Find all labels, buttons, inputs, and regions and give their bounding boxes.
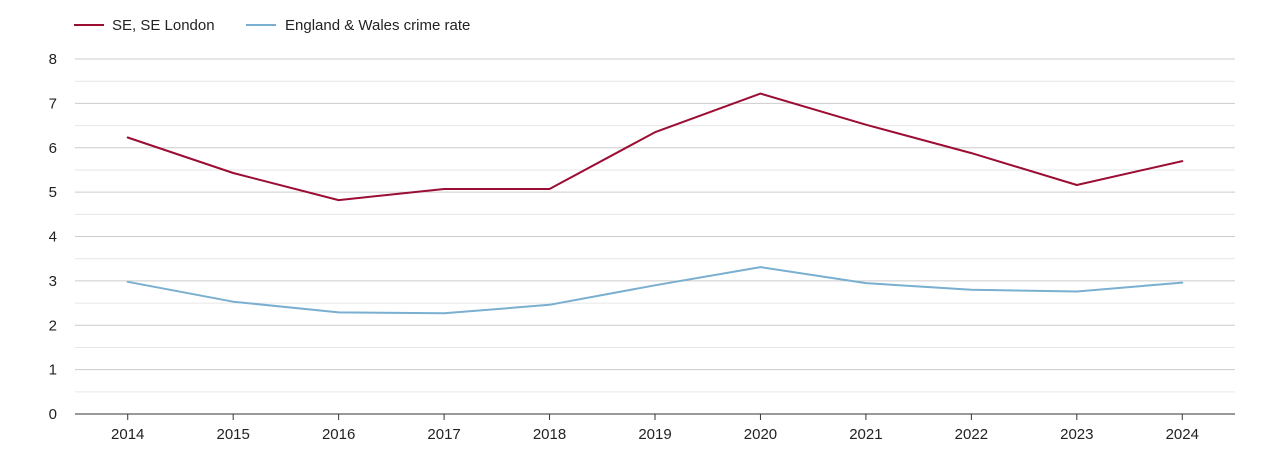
y-tick-label: 8 xyxy=(49,51,57,68)
x-tick-label: 2019 xyxy=(638,426,671,443)
series-line-se-london xyxy=(126,92,1184,202)
y-tick-label: 7 xyxy=(49,95,57,112)
gridlines xyxy=(75,58,1235,393)
x-tick-label: 2015 xyxy=(216,426,249,443)
series-layer xyxy=(126,92,1184,315)
y-tick-label: 0 xyxy=(49,406,57,423)
series-line-england-wales xyxy=(126,266,1184,315)
y-tick-label: 4 xyxy=(49,229,57,246)
x-tick-label: 2017 xyxy=(427,426,460,443)
x-tick-label: 2023 xyxy=(1060,426,1093,443)
legend: SE, SE London England & Wales crime rate xyxy=(74,17,470,34)
x-tick-label: 2022 xyxy=(955,426,988,443)
x-tick-label: 2014 xyxy=(111,426,144,443)
x-tick-label: 2021 xyxy=(849,426,882,443)
x-tick-label: 2024 xyxy=(1166,426,1199,443)
legend-label-england-wales: England & Wales crime rate xyxy=(285,17,470,34)
x-tick-label: 2016 xyxy=(322,426,355,443)
x-tick-label: 2020 xyxy=(744,426,777,443)
y-tick-label: 1 xyxy=(49,362,57,379)
legend-label-se-london: SE, SE London xyxy=(112,17,215,34)
y-axis: 0 1 2 3 4 5 6 7 8 xyxy=(49,51,57,423)
x-tick-label: 2018 xyxy=(533,426,566,443)
x-axis: 2014 2015 2016 2017 2018 2019 2020 2021 2022 2023… xyxy=(75,413,1235,443)
y-tick-label: 5 xyxy=(49,184,57,201)
y-tick-label: 6 xyxy=(49,140,57,157)
y-tick-label: 2 xyxy=(49,317,57,334)
y-tick-label: 3 xyxy=(49,273,57,290)
